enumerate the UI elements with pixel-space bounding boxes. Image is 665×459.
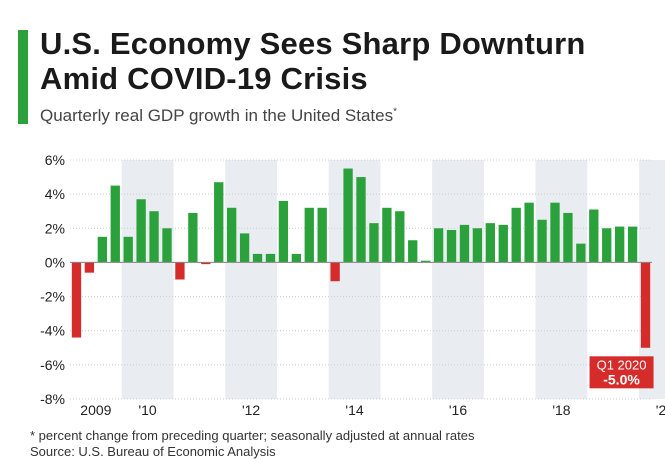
bar [472, 228, 483, 263]
bar [291, 253, 301, 263]
bar [615, 226, 625, 263]
y-tick-label: 0% [45, 254, 65, 270]
x-tick-label: '18 [552, 402, 570, 418]
y-tick-label: -4% [40, 323, 65, 339]
bar [563, 212, 573, 263]
bar [317, 207, 327, 263]
x-tick-label: '16 [449, 402, 467, 418]
bar [395, 211, 405, 263]
x-tick-label: '10 [138, 402, 156, 418]
bar [459, 224, 470, 263]
bar [589, 209, 599, 263]
bar [485, 223, 495, 263]
chart-subtitle: Quarterly real GDP growth in the United … [40, 106, 640, 126]
y-tick-label: -8% [40, 391, 65, 407]
year-band-2012 [225, 160, 277, 399]
bar [84, 262, 95, 273]
bar [498, 224, 508, 263]
y-tick-label: 2% [45, 220, 65, 236]
chart-title: U.S. Economy Sees Sharp Downturn Amid CO… [40, 26, 586, 96]
bar [369, 223, 379, 263]
bar [382, 207, 392, 263]
x-tick-label: 2009 [80, 402, 111, 418]
bar [71, 262, 82, 338]
gdp-bar-chart: 6% 4% 2% 0% -2% -4% -6% -8% 2009 '10 '12 '14 '16 '18 '… [40, 152, 665, 418]
bar [576, 243, 586, 263]
bar [252, 253, 263, 263]
annotation-label: Q1 2020 [597, 357, 647, 372]
subtitle-marker: * [393, 106, 397, 118]
bar [640, 262, 651, 348]
annotation-value: -5.0% [603, 371, 640, 387]
annotation-box [589, 356, 654, 389]
bar [330, 262, 340, 282]
year-band-2010 [121, 160, 174, 399]
bar [602, 228, 612, 263]
bar [123, 236, 133, 263]
bar [265, 253, 276, 263]
source-line: Source: U.S. Bureau of Economic Analysis [30, 444, 276, 459]
footnote: * percent change from preceding quarter;… [30, 428, 475, 443]
bar [227, 207, 237, 263]
subtitle-text: Quarterly real GDP growth in the United … [40, 106, 394, 125]
bar [201, 262, 211, 265]
bar [149, 211, 159, 263]
y-tick-label: 6% [45, 152, 65, 168]
bar [214, 182, 224, 263]
bar [97, 236, 107, 263]
bar [188, 212, 198, 263]
bar [550, 202, 560, 263]
year-band-2016 [432, 160, 484, 399]
bar [162, 228, 172, 263]
bar [356, 177, 366, 263]
y-tick-label: -6% [40, 357, 65, 373]
bar [175, 262, 185, 280]
bar [110, 185, 120, 263]
x-tick-label: '14 [345, 402, 363, 418]
bar [433, 228, 444, 263]
bar [511, 207, 521, 263]
title-accent-bar [18, 30, 28, 124]
bar [627, 226, 638, 263]
bar [408, 240, 418, 263]
y-tick-label: 4% [45, 186, 65, 202]
bar [524, 202, 534, 263]
bar [304, 207, 314, 263]
x-tick-label: '20 [656, 402, 665, 418]
bar [239, 233, 250, 263]
x-tick-label: '12 [242, 402, 260, 418]
bar [446, 229, 457, 263]
y-tick-label: -2% [40, 289, 65, 305]
year-band-2018 [535, 160, 588, 399]
bar [421, 260, 431, 263]
bar [278, 200, 289, 263]
bar [136, 199, 146, 263]
bar [537, 219, 547, 263]
bar [343, 168, 353, 263]
